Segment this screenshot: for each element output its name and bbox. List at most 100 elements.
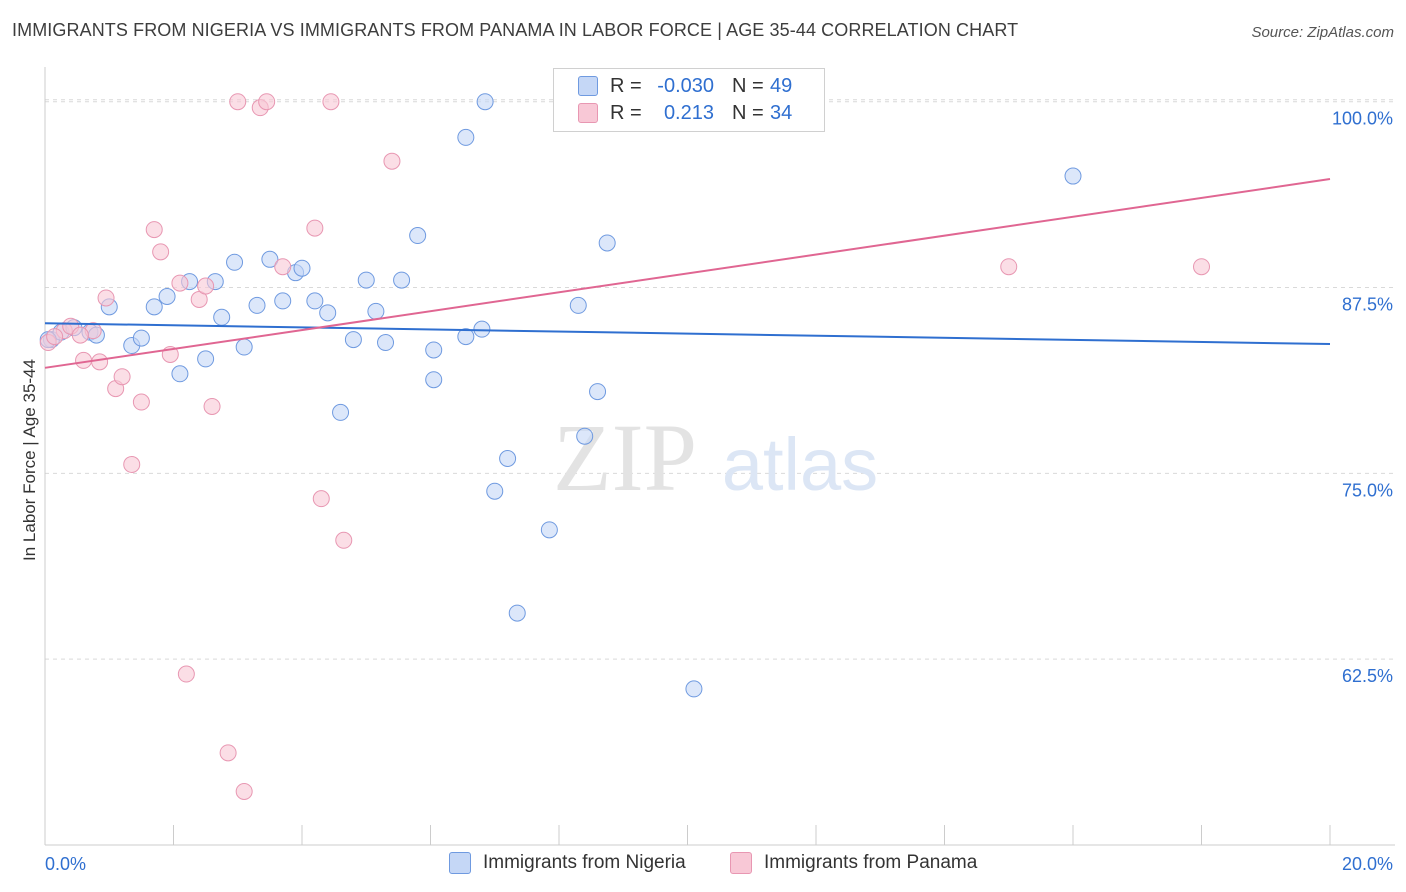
panama-swatch xyxy=(730,852,752,874)
nigeria-point xyxy=(409,227,427,245)
panama-point xyxy=(71,326,89,344)
nigeria-point xyxy=(473,320,491,338)
panama-point xyxy=(123,455,141,473)
nigeria-point xyxy=(319,304,337,322)
panama-point xyxy=(113,368,131,386)
nigeria-point xyxy=(540,521,558,539)
panama-point xyxy=(197,277,215,295)
panama-point xyxy=(177,665,195,683)
panama-point xyxy=(258,93,276,111)
nigeria-point xyxy=(589,383,607,401)
nigeria-point xyxy=(425,371,443,389)
y-tick-label: 100.0% xyxy=(1332,109,1393,129)
correlation-legend: R = -0.030 N = 49 R = 0.213 N = 34 xyxy=(553,68,825,132)
panama-point xyxy=(229,93,247,111)
x-tick-label: 20.0% xyxy=(1342,854,1393,874)
chart-source: Source: ZipAtlas.com xyxy=(1251,24,1394,41)
panama-point xyxy=(235,782,253,800)
legend-label-panama: Immigrants from Panama xyxy=(764,852,978,873)
legend-n-value: 34 xyxy=(770,101,793,124)
nigeria-point xyxy=(332,403,350,421)
watermark: ZIP atlas xyxy=(553,404,878,511)
watermark-zip: ZIP xyxy=(553,404,697,511)
panama-point xyxy=(46,328,64,346)
nigeria-point xyxy=(508,604,526,622)
nigeria-point xyxy=(357,271,375,289)
legend-n-label: N = xyxy=(732,101,764,124)
nigeria-point xyxy=(248,296,266,314)
panama-point xyxy=(1000,258,1018,276)
nigeria-point xyxy=(367,302,385,320)
nigeria-swatch xyxy=(578,76,598,96)
legend-n-label: N = xyxy=(732,74,764,97)
nigeria-point xyxy=(235,338,253,356)
nigeria-point xyxy=(457,128,475,146)
nigeria-point xyxy=(171,365,189,383)
nigeria-point xyxy=(1064,167,1082,185)
legend-item-nigeria[interactable]: Immigrants from Nigeria xyxy=(449,852,686,874)
grid-lines xyxy=(45,99,1395,660)
x-tick-label: 0.0% xyxy=(45,854,86,874)
nigeria-point xyxy=(261,250,279,268)
y-tick-label: 62.5% xyxy=(1342,666,1393,686)
nigeria-point xyxy=(499,450,517,467)
watermark-atlas: atlas xyxy=(722,423,878,506)
nigeria-trend-line xyxy=(44,322,1331,346)
nigeria-point xyxy=(213,308,231,326)
panama-point xyxy=(171,274,189,292)
trend-lines xyxy=(44,178,1331,369)
nigeria-point xyxy=(293,259,311,277)
legend-item-panama[interactable]: Immigrants from Panama xyxy=(730,852,977,874)
legend-n-value: 49 xyxy=(770,74,793,97)
panama-point xyxy=(383,152,401,170)
chart-title: IMMIGRANTS FROM NIGERIA VS IMMIGRANTS FR… xyxy=(12,20,1019,40)
legend-r-value: 0.213 xyxy=(663,101,714,124)
legend-label-nigeria: Immigrants from Nigeria xyxy=(483,852,686,873)
y-tick-label: 75.0% xyxy=(1342,480,1393,500)
panama-point xyxy=(97,289,115,307)
panama-point xyxy=(312,490,330,508)
nigeria-point xyxy=(685,680,703,698)
panama-point xyxy=(132,393,150,411)
nigeria-point xyxy=(197,350,215,368)
nigeria-point xyxy=(145,298,163,316)
nigeria-point xyxy=(457,328,475,346)
nigeria-point xyxy=(569,296,587,314)
panama-point xyxy=(1193,258,1210,276)
panama-point xyxy=(335,531,353,549)
legend-r-label: R = xyxy=(610,101,642,124)
legend-r-label: R = xyxy=(610,74,642,97)
panama-trend-line xyxy=(44,178,1331,369)
nigeria-point xyxy=(344,331,362,349)
nigeria-point xyxy=(393,271,411,289)
legend-r-value: -0.030 xyxy=(657,74,714,97)
nigeria-point xyxy=(576,427,594,445)
tick-labels: 62.5% 75.0% 87.5% 100.0% 0.0% 20.0% xyxy=(45,109,1393,874)
panama-point xyxy=(145,221,163,239)
nigeria-point xyxy=(158,287,176,305)
nigeria-point xyxy=(598,234,616,252)
data-points xyxy=(39,93,1210,800)
panama-point xyxy=(203,397,221,415)
y-tick-label: 87.5% xyxy=(1342,295,1393,315)
axes xyxy=(44,67,1395,846)
panama-point xyxy=(274,258,292,276)
legend-row-panama: R = 0.213 N = 34 xyxy=(578,100,792,126)
nigeria-point xyxy=(274,292,292,310)
nigeria-point xyxy=(226,253,244,271)
nigeria-point xyxy=(425,341,443,359)
nigeria-point xyxy=(132,329,150,347)
panama-point xyxy=(219,744,237,762)
nigeria-point xyxy=(306,292,324,310)
panama-point xyxy=(306,219,324,237)
nigeria-swatch xyxy=(449,852,471,874)
series-legend: Immigrants from Nigeria Immigrants from … xyxy=(0,852,1406,878)
legend-row-nigeria: R = -0.030 N = 49 xyxy=(578,73,792,99)
panama-point xyxy=(91,353,109,371)
panama-swatch xyxy=(578,103,598,123)
nigeria-point xyxy=(476,93,494,111)
panama-point xyxy=(152,243,170,261)
panama-point xyxy=(322,93,340,111)
nigeria-point xyxy=(377,334,395,352)
